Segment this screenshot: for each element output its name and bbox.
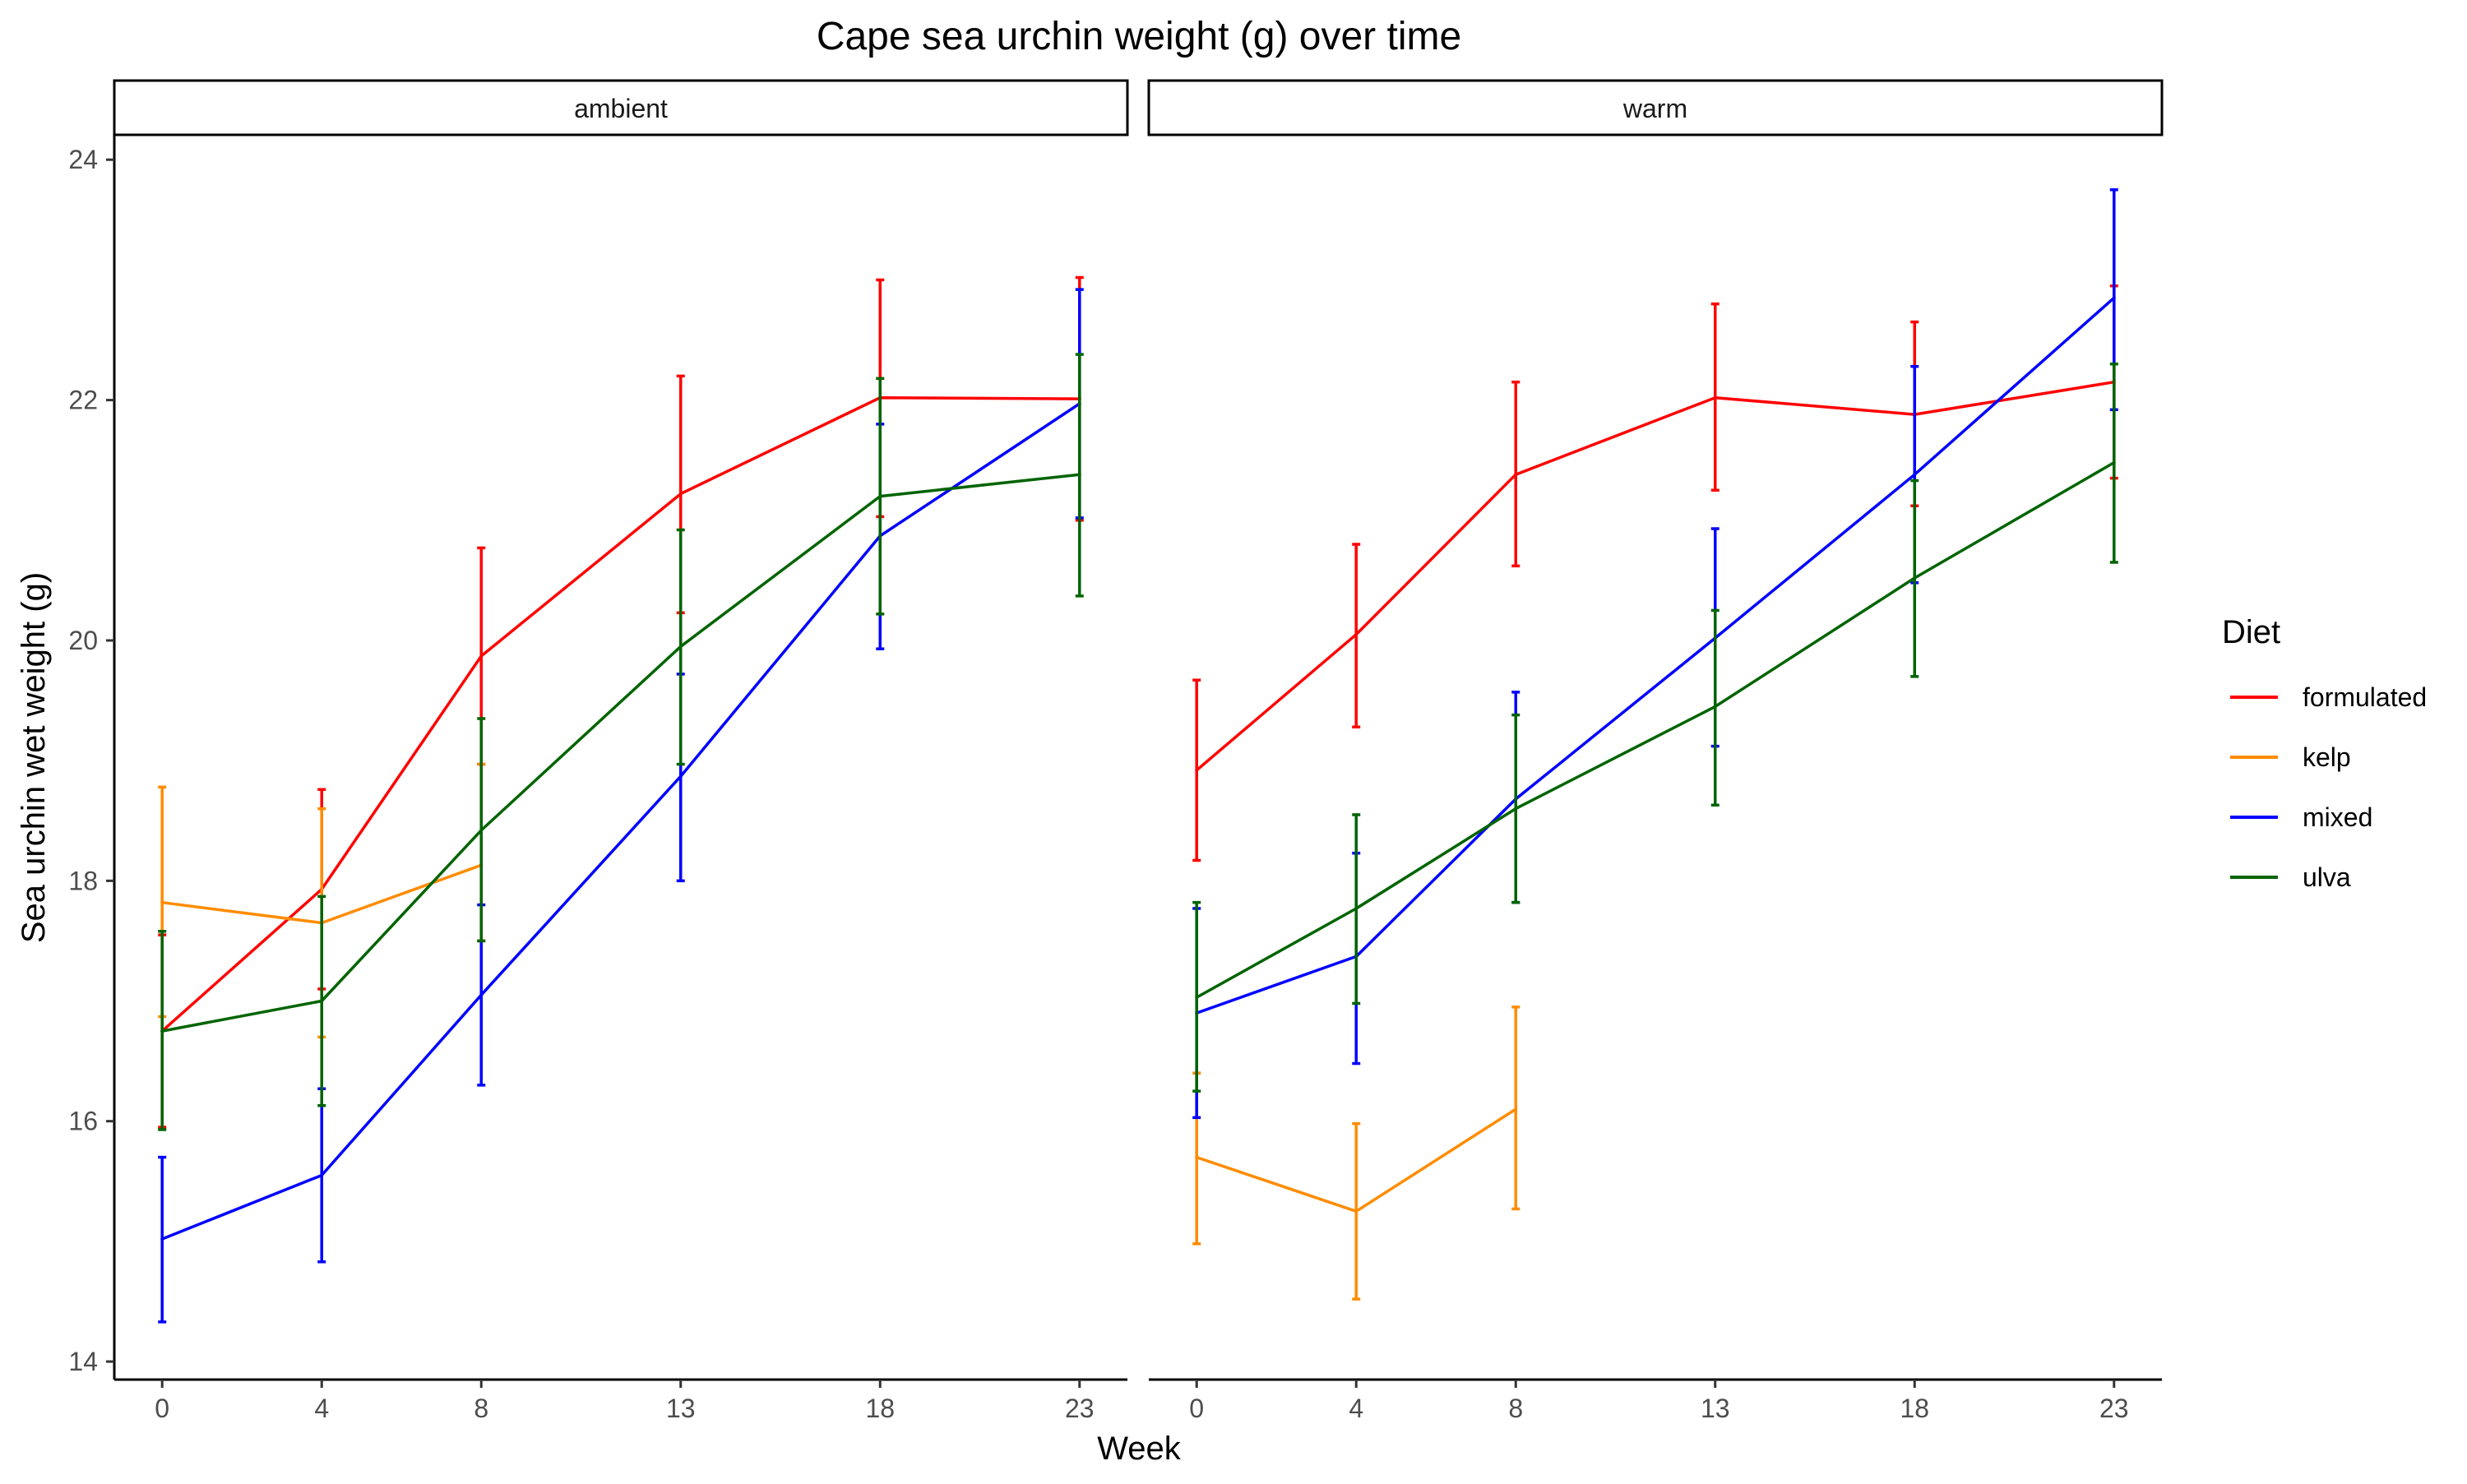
- y-tick-label: 24: [68, 145, 98, 174]
- series-line-formulated-ambient: [161, 395, 1080, 1033]
- data-point-mixed: [678, 774, 683, 779]
- legend-label-kelp: kelp: [2303, 742, 2351, 772]
- data-point-ulva: [1713, 705, 1717, 709]
- data-point-mixed: [160, 1237, 164, 1241]
- legend-label-ulva: ulva: [2303, 862, 2351, 892]
- legend-label-mixed: mixed: [2303, 802, 2372, 832]
- legend-title: Diet: [2222, 614, 2280, 650]
- facet-strip-ambient: [113, 79, 1129, 136]
- data-point-formulated: [1195, 768, 1199, 772]
- data-point-kelp: [1195, 1155, 1199, 1159]
- x-axis-title: Week: [1097, 1431, 1182, 1467]
- series-line-mixed-warm: [1196, 296, 2115, 1015]
- series-line-formulated-warm: [1196, 380, 2115, 772]
- data-point-formulated: [1354, 632, 1358, 636]
- data-point-formulated: [479, 654, 484, 658]
- x-tick-label: 23: [2099, 1394, 2129, 1423]
- data-point-ulva: [320, 999, 324, 1003]
- data-point-ulva: [1354, 906, 1358, 910]
- data-point-mixed: [479, 993, 484, 997]
- facet-label-warm: warm: [1622, 94, 1687, 123]
- x-tick-label: 23: [1065, 1394, 1095, 1423]
- data-point-mixed: [320, 1173, 324, 1177]
- data-point-kelp: [1514, 1107, 1518, 1112]
- data-point-formulated: [1514, 473, 1518, 477]
- series-line-mixed-ambient: [161, 402, 1081, 1241]
- y-tick-label: 14: [68, 1347, 98, 1376]
- legend-label-formulated: formulated: [2303, 682, 2427, 712]
- x-tick-label: 0: [155, 1394, 169, 1423]
- x-tick-label: 18: [865, 1394, 895, 1423]
- x-tick-label: 0: [1189, 1394, 1204, 1423]
- data-point-ulva: [678, 645, 683, 649]
- chart-title: Cape sea urchin weight (g) over time: [817, 15, 1461, 58]
- x-tick-label: 4: [1349, 1394, 1363, 1423]
- data-point-kelp: [1354, 1209, 1358, 1214]
- data-point-formulated: [1713, 395, 1717, 400]
- x-tick-label: 8: [1508, 1394, 1523, 1423]
- series-line-ulva-ambient: [161, 473, 1080, 1033]
- y-tick-label: 16: [68, 1107, 98, 1136]
- facet-label-ambient: ambient: [574, 94, 668, 123]
- data-point-formulated: [678, 492, 683, 496]
- facet-strip-warm: [1147, 79, 2164, 136]
- data-point-ulva: [1913, 576, 1917, 580]
- y-tick-label: 20: [68, 626, 98, 655]
- y-tick-label: 18: [68, 866, 98, 895]
- data-point-kelp: [160, 900, 164, 904]
- data-point-ulva: [1514, 807, 1518, 811]
- y-tick-label: 22: [68, 386, 98, 415]
- data-point-ulva: [1077, 473, 1081, 477]
- data-point-mixed: [2112, 296, 2116, 300]
- x-tick-label: 13: [666, 1394, 696, 1423]
- data-point-ulva: [479, 828, 484, 832]
- series-line-ulva-warm: [1196, 461, 2115, 999]
- data-point-ulva: [2112, 460, 2116, 465]
- x-tick-label: 4: [314, 1394, 329, 1423]
- data-point-mixed: [1913, 473, 1917, 477]
- x-tick-label: 8: [474, 1394, 488, 1423]
- data-point-ulva: [160, 1029, 164, 1033]
- y-axis-title: Sea urchin wet weight (g): [16, 572, 52, 943]
- data-point-ulva: [878, 494, 882, 498]
- x-tick-label: 13: [1701, 1394, 1730, 1423]
- x-tick-label: 18: [1900, 1394, 1929, 1423]
- data-point-ulva: [1195, 996, 1199, 1000]
